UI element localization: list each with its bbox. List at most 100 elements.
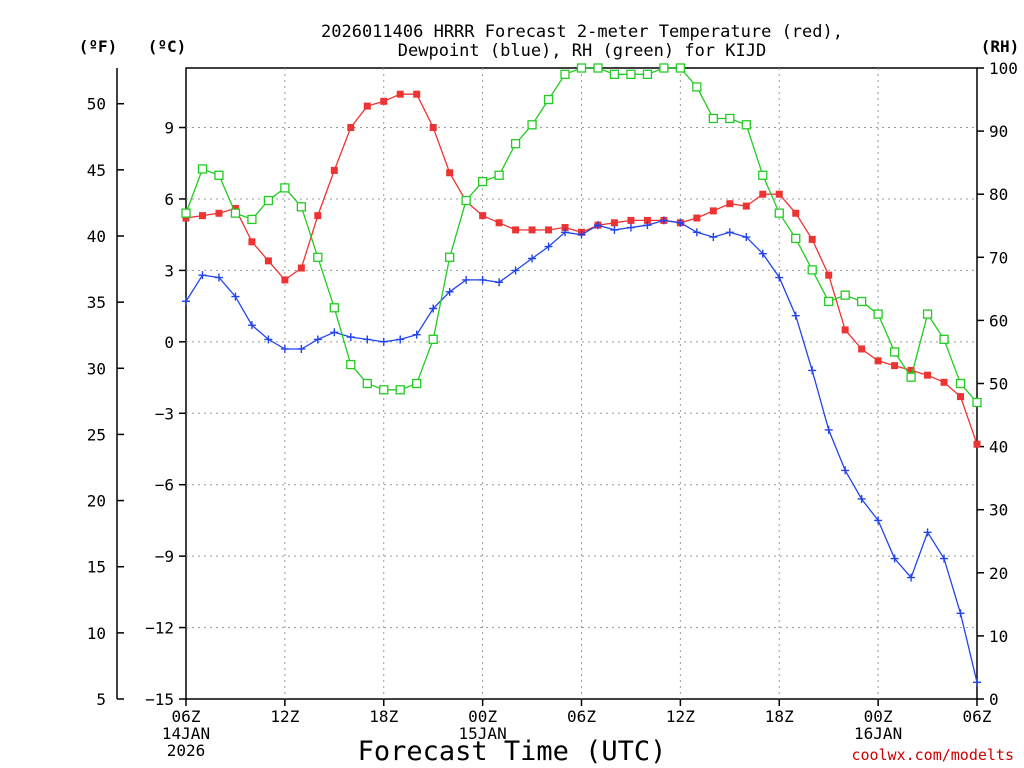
rh-point [560,69,570,79]
rh-point [955,378,966,389]
x-tick-label: 18Z [369,707,398,726]
x-tick-date-label: 15JAN [459,724,507,743]
fahrenheit-tick-label: 25 [87,425,106,444]
dewpoint-point [742,233,751,242]
celsius-tick-label: 6 [164,190,174,209]
temperature-point [792,209,800,217]
fahrenheit-tick-label: 30 [87,359,106,378]
fahrenheit-tick-label: 45 [87,161,106,180]
rh-tick-label: 50 [989,375,1008,394]
rh-point [626,69,636,79]
temperature-point [182,214,190,222]
temperature-point [215,209,223,217]
dewpoint-point [610,225,619,234]
x-tick-label: 12Z [666,707,695,726]
x-tick-label: 06Z [963,707,992,726]
rh-point [329,303,339,313]
rh-point [280,183,290,193]
temperature-point [825,271,833,279]
fahrenheit-tick-label: 5 [96,690,106,709]
dewpoint-point [758,249,767,258]
rh-point [791,233,801,244]
rh-point [758,170,768,180]
celsius-tick-label: −3 [155,404,174,423]
rh-point [659,63,669,73]
dewpoint-point [231,292,240,301]
temperature-point [198,212,206,220]
rh-point [395,385,405,395]
temperature-point [627,216,635,224]
rh-tick-label: 80 [989,185,1008,204]
celsius-tick-label: −15 [145,690,174,709]
dewpoint-point [412,330,421,339]
x-tick-year-label: 2026 [167,741,206,760]
source-credit[interactable]: coolwx.com/modelts [851,746,1014,764]
rh-point [313,252,323,262]
temperature-point [957,393,965,401]
rh-point [642,69,653,79]
dewpoint-point [478,275,487,284]
dewpoint-point [659,216,668,225]
temperature-point [495,219,503,227]
temperature-point [858,345,866,353]
rh-point [741,120,751,130]
dewpoint-point [561,228,570,237]
dewpoint-point [247,321,256,330]
x-tick-label: 00Z [864,707,893,726]
rh-point [972,397,982,408]
celsius-tick-label: 9 [164,119,174,138]
dewpoint-point [462,275,471,284]
temperature-point [841,326,849,334]
dewpoint-point [676,218,685,227]
dewpoint-point [429,304,438,313]
temperature-point [396,90,404,98]
temperature-point [940,378,948,386]
dewpoint-point [495,278,504,287]
temperature-point [330,166,338,174]
dewpoint-point [626,223,635,232]
dewpoint-point [264,335,273,344]
rh-point [197,164,208,174]
rh-point [263,195,274,206]
celsius-tick-label: −9 [155,547,174,566]
rh-point [675,63,686,73]
rh-point [379,385,389,395]
data-series [181,63,982,687]
rh-tick-label: 30 [989,501,1008,520]
dewpoint-point [692,228,701,237]
rh-point [247,214,257,225]
rh-point [824,296,834,307]
temperature-point [512,226,520,234]
chart-title-line2: Dewpoint (blue), RH (green) for KIJD [398,41,766,61]
x-tick-date-label: 14JAN [162,724,210,743]
plot-frame [185,67,978,700]
dewpoint-point [709,233,718,242]
dewpoint-point [577,230,586,239]
temperature-point [907,366,915,374]
rh-point [593,63,603,73]
rh-point [510,139,521,149]
temperature-point [693,214,701,222]
dewpoint-point [808,366,817,375]
dewpoint-point [593,221,602,230]
fahrenheit-axis-unit: (ºF) [79,37,118,56]
rh-point [494,170,504,180]
temperature-point [363,102,371,110]
rh-axis-unit: (RH) [981,37,1020,56]
rh-tick-label: 0 [989,690,999,709]
temperature-point [924,371,932,379]
rh-tick-label: 90 [989,122,1008,141]
dewpoint-point [198,271,207,280]
rh-tick-label: 100 [989,59,1018,78]
dewpoint-point [528,254,537,263]
rh-point [461,195,471,206]
temperature-point [891,362,899,370]
rh-point [725,113,735,124]
dewpoint-point [182,297,190,306]
rh-point [774,208,784,218]
temperature-point [264,257,272,265]
temperature-point [545,226,553,234]
rh-point [543,94,554,105]
